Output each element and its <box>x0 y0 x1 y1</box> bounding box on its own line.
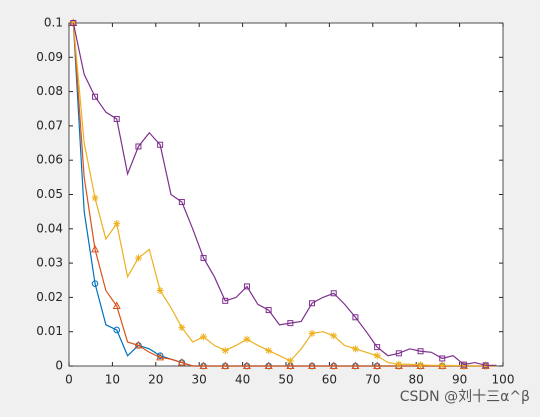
y-tick-label: 0.06 <box>36 153 63 167</box>
x-tick-label: 70 <box>365 373 380 387</box>
marker <box>222 297 229 304</box>
x-tick-label: 0 <box>65 373 73 387</box>
marker <box>374 344 381 351</box>
marker <box>330 332 338 340</box>
axes-box <box>68 22 504 367</box>
marker <box>156 352 165 361</box>
marker <box>243 335 251 343</box>
marker <box>113 326 121 334</box>
marker <box>113 220 121 228</box>
marker <box>482 362 489 369</box>
y-tick-label: 0.1 <box>44 16 63 30</box>
series-line <box>72 22 497 367</box>
marker <box>221 347 229 355</box>
marker <box>265 347 273 355</box>
marker <box>351 361 360 369</box>
marker <box>264 361 273 369</box>
marker <box>91 280 99 287</box>
marker <box>395 360 403 368</box>
marker <box>286 361 295 369</box>
marker <box>395 350 402 357</box>
marker <box>112 301 121 309</box>
y-tick-label: 0.04 <box>36 221 63 235</box>
x-tick-label: 40 <box>235 373 250 387</box>
marker <box>439 355 446 362</box>
marker <box>134 340 143 349</box>
marker <box>221 361 230 369</box>
x-tick-label: 80 <box>409 373 424 387</box>
marker <box>329 361 338 369</box>
marker <box>286 357 294 365</box>
marker <box>309 300 316 307</box>
marker <box>91 194 99 202</box>
watermark: CSDN @刘十三α^β <box>400 389 530 405</box>
marker <box>482 362 490 370</box>
marker <box>351 345 359 353</box>
marker <box>178 199 185 206</box>
marker <box>199 361 208 369</box>
x-tick-label: 90 <box>452 373 467 387</box>
marker <box>113 116 120 123</box>
marker <box>200 254 207 261</box>
marker <box>287 320 294 327</box>
x-tick-label: 100 <box>492 373 515 387</box>
marker <box>438 361 446 369</box>
marker <box>460 361 467 368</box>
y-tick-label: 0 <box>55 359 63 373</box>
x-tick-label: 10 <box>105 373 120 387</box>
marker <box>417 361 425 369</box>
marker <box>308 361 317 369</box>
marker <box>135 143 142 150</box>
marker <box>330 290 337 297</box>
series-line <box>72 22 497 367</box>
y-tick-label: 0.07 <box>36 118 63 132</box>
marker <box>200 333 208 341</box>
x-tick-label: 30 <box>192 373 207 387</box>
x-tick-label: 20 <box>148 373 163 387</box>
marker <box>460 362 468 370</box>
y-tick-label: 0.03 <box>36 256 63 270</box>
marker <box>373 361 382 369</box>
marker <box>242 361 251 369</box>
y-tick-label: 0.01 <box>36 324 63 338</box>
marker <box>134 254 142 262</box>
marker <box>352 314 359 321</box>
marker <box>156 287 164 295</box>
marker <box>265 307 272 314</box>
marker <box>177 358 186 366</box>
marker <box>243 283 250 290</box>
marker <box>308 329 316 337</box>
marker <box>92 93 99 100</box>
series-line <box>72 22 497 366</box>
y-tick-label: 0.05 <box>36 187 63 201</box>
y-tick-label: 0.08 <box>36 84 63 98</box>
y-tick-label: 0.02 <box>36 290 63 304</box>
marker <box>417 348 424 355</box>
marker <box>157 141 164 148</box>
marker <box>178 324 186 332</box>
x-tick-label: 60 <box>322 373 337 387</box>
marker <box>91 244 100 253</box>
y-tick-label: 0.09 <box>36 50 63 64</box>
marker <box>70 20 77 26</box>
x-tick-label: 50 <box>278 373 293 387</box>
marker <box>373 352 381 360</box>
